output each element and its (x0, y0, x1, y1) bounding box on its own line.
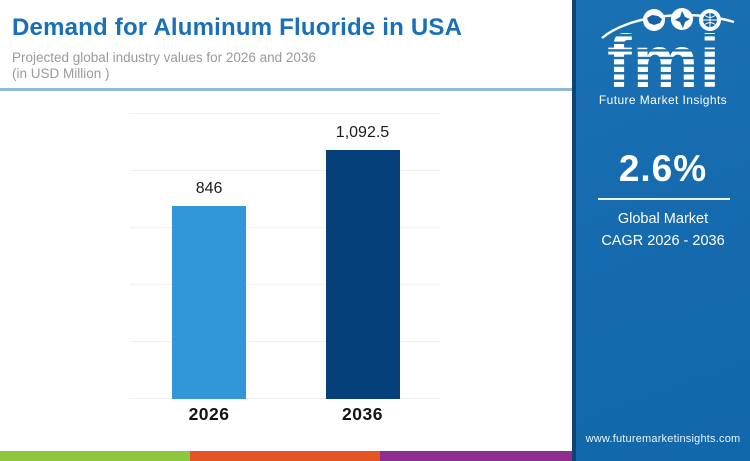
bar-value-label: 846 (195, 180, 223, 198)
x-axis-labels: 2026 2036 (130, 404, 440, 428)
x-axis-label: 2026 (188, 404, 230, 424)
cagr-stat-label: Global Market CAGR 2026 - 2036 (576, 208, 750, 252)
bar-value-label: 1,092.5 (335, 123, 390, 141)
stripe-segment (380, 451, 572, 461)
usa-map-icon (643, 9, 665, 31)
bar-chart-plot-area: 846 1,092.5 (130, 113, 440, 399)
chart-subtitle: Projected global industry values for 202… (12, 50, 572, 82)
bar-2026 (172, 206, 247, 399)
gridline (130, 227, 440, 228)
stripe-segment (0, 451, 190, 461)
page-title: Demand for Aluminum Fluoride in USA (12, 14, 463, 41)
brand-sidebar: fmi Future Market Insights 2.6% Global M… (572, 0, 750, 461)
gridline (130, 170, 440, 171)
header-divider (0, 88, 572, 91)
gridline (130, 113, 440, 114)
logo-subtext: Future Market Insights (598, 93, 728, 107)
subtitle-line2: (in USD Million ) (12, 66, 110, 81)
gridline (130, 398, 440, 399)
stat-label-line2: CAGR 2026 - 2036 (601, 233, 725, 249)
gridline (130, 284, 440, 285)
subtitle-line1: Projected global industry values for 202… (12, 50, 316, 65)
compass-icon (671, 8, 693, 30)
fmi-wordmark: fmi (607, 20, 721, 92)
chart-header: Demand for Aluminum Fluoride in USA Proj… (0, 0, 572, 82)
chart-panel: Demand for Aluminum Fluoride in USA Proj… (0, 0, 572, 461)
footer-color-stripe (0, 451, 572, 461)
cagr-stat-value: 2.6% (618, 148, 708, 189)
x-axis-label: 2036 (342, 404, 383, 424)
stat-label-line1: Global Market (617, 211, 709, 227)
stripe-segment (190, 451, 380, 461)
fmi-logo-graphic: fmi (601, 8, 735, 92)
gridline (130, 341, 440, 342)
globe-icon (699, 9, 721, 31)
stat-divider (598, 198, 730, 200)
website-url: www.futuremarketinsights.com (585, 433, 741, 445)
fmi-logo: fmi Future Market Insights (576, 6, 750, 107)
bar-2036 (325, 149, 400, 399)
